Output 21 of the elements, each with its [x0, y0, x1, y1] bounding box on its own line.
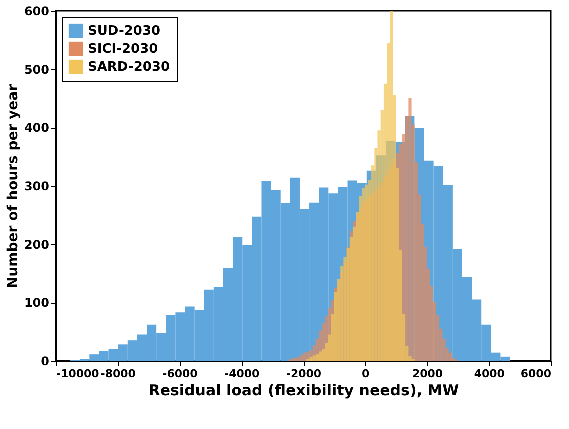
x-tick-label: -2000: [286, 368, 322, 380]
y-tick-label: 400: [24, 121, 50, 136]
x-tick-label: -10000: [56, 368, 100, 380]
x-tick-label: -8000: [100, 368, 136, 380]
x-tick-label: -4000: [224, 368, 260, 380]
y-tick-label: 100: [24, 296, 50, 310]
y-tick-label: 300: [24, 180, 50, 194]
y-tick-label: 500: [24, 62, 50, 77]
legend-label: SUD-2030: [88, 24, 161, 39]
legend-label: SARD-2030: [88, 60, 170, 75]
x-tick-label: 6000: [520, 368, 552, 380]
y-tick-label: 600: [24, 4, 50, 18]
x-tick-label: 2000: [412, 368, 444, 380]
x-tick-label: 4000: [474, 368, 506, 380]
y-tick-label: 0: [41, 354, 50, 368]
legend-label: SICI-2030: [88, 42, 158, 57]
y-axis-title: Number of hours per year: [5, 84, 22, 289]
x-tick-label: 0: [362, 368, 370, 380]
x-tick-label: -6000: [162, 368, 198, 380]
y-tick-label: 200: [24, 238, 50, 252]
x-axis-title: Residual load (flexibility needs), MW: [148, 382, 460, 400]
